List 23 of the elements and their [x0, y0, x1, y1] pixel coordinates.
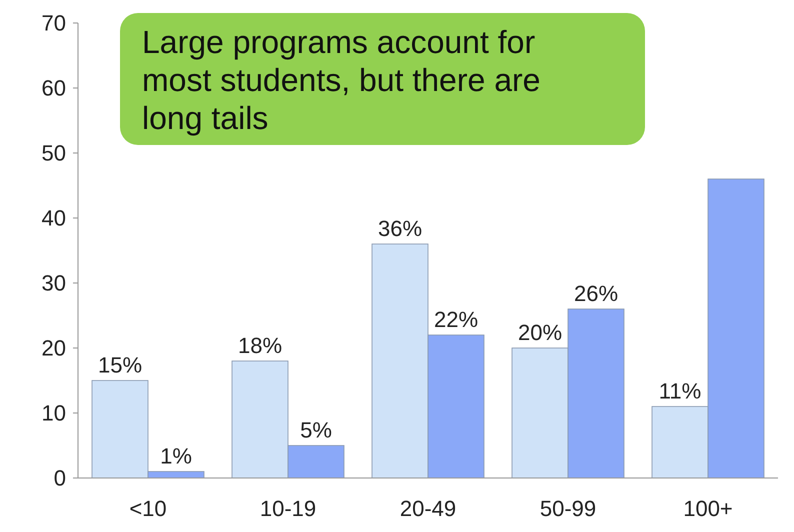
- y-tick-label: 0: [54, 466, 66, 491]
- data-label: 20%: [518, 320, 562, 345]
- data-label: 26%: [574, 281, 618, 306]
- data-label: 36%: [378, 216, 422, 241]
- data-label: 11%: [658, 378, 702, 404]
- data-label: 18%: [238, 333, 282, 358]
- y-tick-label: 50: [42, 140, 66, 166]
- data-label: 1%: [160, 444, 192, 468]
- y-tick-label: 30: [42, 270, 66, 296]
- annotation: Large programs account for most students, but there are long tails: [142, 24, 540, 136]
- data-label: 15%: [98, 352, 142, 378]
- x-tick-label: 20-49: [400, 496, 456, 521]
- y-tick-label: 10: [42, 400, 66, 426]
- x-tick-label: 100+: [683, 496, 733, 521]
- x-tick-label: <10: [129, 496, 167, 521]
- data-label: 22%: [434, 307, 478, 332]
- x-tick-label: 10-19: [260, 496, 316, 521]
- x-tick-label: 50-99: [540, 496, 596, 521]
- data-label: 5%: [300, 418, 332, 442]
- y-tick-label: 40: [42, 206, 66, 231]
- y-tick-label: 20: [42, 336, 66, 361]
- y-tick-label: 70: [42, 10, 66, 36]
- y-tick-label: 60: [42, 76, 66, 101]
